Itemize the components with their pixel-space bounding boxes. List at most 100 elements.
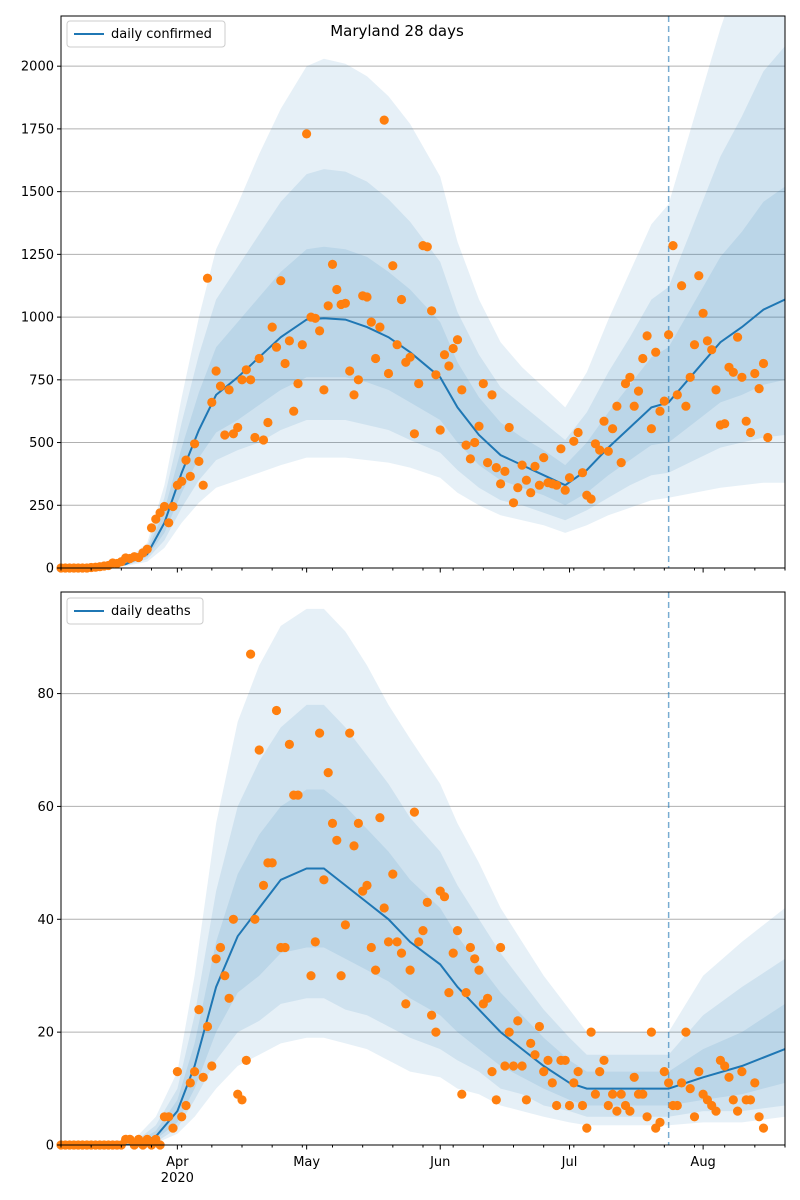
y-tick-label: 1250 [21, 248, 54, 263]
y-tick-label: 500 [29, 436, 54, 451]
data-point-134 [633, 386, 644, 396]
data-point-135 [646, 1027, 657, 1037]
data-point-111 [543, 1055, 553, 1065]
data-point-96 [470, 437, 480, 448]
data-point-141 [672, 1100, 682, 1111]
confirmed-fit-line [61, 298, 785, 568]
legend-box [66, 597, 204, 625]
y-tick-label: 80 [37, 687, 54, 702]
band-b80 [61, 46, 785, 568]
data-point-66 [349, 841, 359, 851]
data-point-93 [457, 385, 467, 395]
data-point-141 [664, 330, 674, 340]
data-point-107 [526, 1038, 536, 1048]
data-point-160 [745, 427, 756, 438]
data-point-159 [750, 1078, 760, 1088]
data-point-29 [181, 1100, 191, 1111]
data-point-98 [478, 379, 488, 389]
data-point-92 [452, 335, 463, 345]
data-point-154 [720, 419, 730, 429]
data-point-70 [366, 942, 376, 953]
data-point-99 [483, 458, 493, 468]
data-point-65 [345, 728, 355, 738]
data-point-26 [168, 1123, 178, 1133]
y-tick-label: 0 [46, 1139, 54, 1154]
y-tick-label: 1500 [21, 185, 54, 200]
data-point-151 [707, 345, 717, 355]
data-point-82 [418, 926, 428, 936]
data-point-102 [496, 479, 506, 489]
data-point-83 [422, 897, 432, 908]
data-point-91 [457, 1089, 467, 1099]
data-point-101 [491, 463, 501, 473]
band-b80 [61, 704, 785, 1145]
data-point-104 [504, 422, 514, 433]
x-tick-label: Jun [429, 1155, 450, 1170]
data-point-137 [646, 424, 657, 434]
data-point-74 [375, 322, 385, 332]
band-b50 [61, 186, 785, 568]
data-point-58 [315, 728, 325, 738]
data-point-74 [383, 937, 394, 947]
data-point-101 [500, 1061, 510, 1071]
data-point-87 [439, 892, 450, 902]
y-tick-label: 2000 [21, 60, 54, 75]
x-tick-label: Aug [690, 1155, 715, 1170]
data-point-98 [487, 1067, 497, 1077]
data-point-21 [146, 523, 157, 533]
data-point-67 [345, 366, 355, 376]
confirmed-uncertainty-bands [61, 16, 785, 568]
data-point-31 [190, 439, 200, 449]
data-point-126 [599, 416, 609, 426]
data-point-146 [694, 1067, 704, 1077]
data-point-124 [599, 1055, 609, 1065]
data-point-103 [500, 466, 510, 476]
data-point-76 [392, 937, 402, 947]
data-point-87 [431, 370, 441, 380]
data-point-36 [211, 954, 221, 964]
y-tick-label: 750 [29, 373, 54, 388]
data-point-102 [504, 1027, 514, 1037]
data-point-139 [664, 1078, 674, 1088]
data-point-134 [642, 1112, 652, 1122]
data-point-67 [353, 818, 363, 829]
data-point-69 [353, 375, 363, 385]
data-point-44 [246, 375, 256, 385]
data-point-56 [297, 340, 307, 350]
data-point-97 [474, 421, 484, 431]
data-point-139 [655, 406, 665, 416]
data-point-145 [689, 1112, 700, 1122]
data-point-152 [720, 1061, 730, 1071]
data-point-123 [595, 1067, 605, 1077]
data-point-52 [280, 358, 290, 369]
data-point-38 [220, 430, 230, 440]
data-point-64 [332, 284, 342, 295]
data-point-44 [246, 649, 256, 659]
data-point-60 [323, 768, 333, 778]
data-point-93 [465, 942, 475, 953]
band-b95 [61, 608, 785, 1145]
data-point-61 [319, 385, 329, 395]
data-point-72 [375, 813, 385, 823]
data-point-50 [271, 342, 282, 352]
confirmed-x-axis [60, 568, 786, 573]
data-point-106 [521, 1095, 532, 1105]
data-point-144 [677, 281, 687, 291]
data-point-26 [168, 501, 178, 512]
data-point-152 [711, 385, 721, 395]
y-tick-label: 40 [37, 913, 54, 928]
data-point-112 [547, 1078, 557, 1088]
data-point-56 [306, 971, 316, 981]
data-point-156 [737, 1067, 747, 1077]
data-point-105 [508, 498, 519, 508]
data-point-121 [577, 468, 588, 478]
data-point-52 [280, 942, 290, 953]
data-point-117 [569, 1078, 579, 1088]
data-point-97 [483, 993, 493, 1003]
data-point-89 [439, 350, 450, 360]
data-point-99 [491, 1095, 501, 1105]
deaths-y-axis: 0 20 40 60 80 [37, 687, 61, 1154]
data-point-73 [379, 903, 389, 913]
data-point-30 [185, 471, 195, 481]
